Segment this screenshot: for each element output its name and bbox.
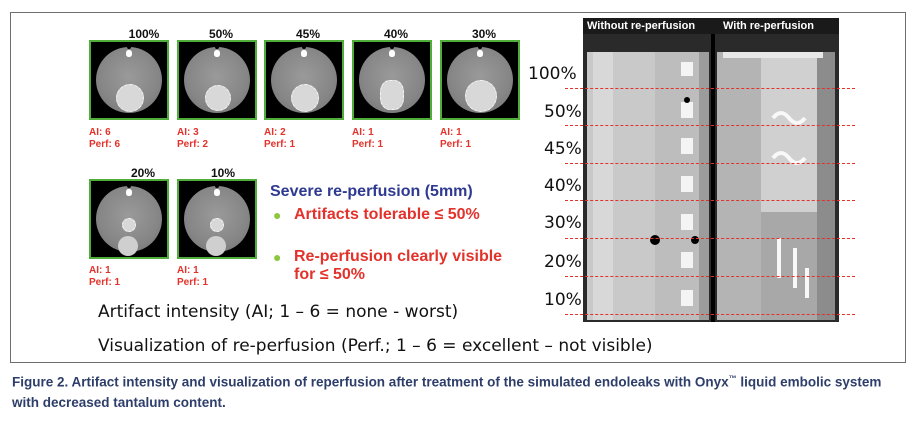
ct-slice bbox=[440, 40, 520, 120]
perfusion-icon bbox=[206, 236, 226, 256]
ct-slice bbox=[89, 179, 169, 259]
ai-score: AI: 2 bbox=[264, 127, 286, 138]
figure-caption: Figure 2. Artifact intensity and visuali… bbox=[12, 369, 892, 413]
ai-score: AI: 1 bbox=[352, 127, 374, 138]
guide-line bbox=[565, 314, 855, 315]
pct-label: 40% bbox=[383, 27, 409, 41]
ct-slice bbox=[177, 179, 257, 259]
scale-label: 20% bbox=[544, 252, 582, 272]
guide-line bbox=[565, 276, 855, 277]
scale-label: 50% bbox=[544, 102, 582, 122]
lumen-icon bbox=[210, 218, 224, 232]
scale-label: 45% bbox=[544, 139, 582, 159]
panel-header-with: With re-perfusion bbox=[723, 20, 814, 32]
marker-icon bbox=[301, 45, 307, 57]
guide-line bbox=[565, 238, 855, 239]
perf-score: Perf: 6 bbox=[89, 139, 121, 150]
guide-line bbox=[565, 200, 855, 201]
bullet-text: Artifacts tolerable ≤ 50% bbox=[294, 206, 480, 223]
marker-icon bbox=[126, 45, 132, 57]
scale-label: 100% bbox=[528, 64, 577, 84]
lumen-icon bbox=[380, 80, 404, 110]
bullet-text: Re-perfusion clearly visible for ≤ 50% bbox=[294, 248, 503, 283]
legend-perf: Visualization of re-perfusion (Perf.; 1 … bbox=[98, 336, 653, 356]
marker-icon bbox=[389, 45, 395, 57]
ai-score: AI: 3 bbox=[177, 127, 199, 138]
marker-icon bbox=[126, 184, 132, 196]
ct-slice bbox=[264, 40, 344, 120]
perf-score: Perf: 1 bbox=[89, 277, 121, 288]
trademark-mark: ™ bbox=[728, 374, 737, 383]
guide-line bbox=[565, 125, 855, 126]
caption-suffix: liquid embolic system with decreased tan… bbox=[12, 374, 882, 410]
perfusion-icon bbox=[118, 236, 138, 256]
scale-label: 10% bbox=[544, 290, 582, 310]
longitudinal-ct-panel: Without re-perfusion With re-perfusion bbox=[583, 18, 839, 322]
perf-score: Perf: 1 bbox=[352, 139, 384, 150]
ct-slice bbox=[177, 40, 257, 120]
pct-label: 10% bbox=[210, 166, 236, 180]
guide-line bbox=[565, 163, 855, 164]
bullet-dot-icon: ● bbox=[273, 207, 282, 223]
perf-score: Perf: 2 bbox=[177, 139, 209, 150]
perf-score: Perf: 1 bbox=[440, 139, 472, 150]
pct-label: 20% bbox=[130, 166, 156, 180]
scale-label: 30% bbox=[544, 213, 582, 233]
lumen-icon bbox=[465, 80, 497, 112]
lumen-icon bbox=[116, 84, 144, 112]
pct-label: 30% bbox=[471, 27, 497, 41]
scale-label: 40% bbox=[544, 176, 582, 196]
lumen-icon bbox=[205, 85, 231, 111]
ct-panel-image-icon bbox=[583, 34, 839, 322]
ai-score: AI: 1 bbox=[177, 265, 199, 276]
ai-score: AI: 6 bbox=[89, 127, 111, 138]
guide-line bbox=[565, 88, 855, 89]
marker-icon bbox=[477, 45, 483, 57]
lumen-icon bbox=[291, 84, 319, 112]
ct-slice bbox=[352, 40, 432, 120]
marker-icon bbox=[214, 184, 220, 196]
lumen-icon bbox=[122, 218, 136, 232]
pct-label: 50% bbox=[208, 27, 234, 41]
perf-score: Perf: 1 bbox=[177, 277, 209, 288]
pct-label: 100% bbox=[128, 27, 160, 41]
ai-score: AI: 1 bbox=[89, 265, 111, 276]
legend-ai: Artifact intensity (AI; 1 – 6 = none - w… bbox=[98, 302, 459, 322]
panel-header-without: Without re-perfusion bbox=[587, 20, 696, 32]
ai-score: AI: 1 bbox=[440, 127, 462, 138]
caption-prefix: Figure 2. Artifact intensity and visuali… bbox=[12, 374, 729, 390]
ct-slice bbox=[89, 40, 169, 120]
bullet-dot-icon: ● bbox=[273, 249, 282, 265]
pct-label: 45% bbox=[295, 27, 321, 41]
marker-icon bbox=[214, 45, 220, 57]
perf-score: Perf: 1 bbox=[264, 139, 296, 150]
summary-title: Severe re-perfusion (5mm) bbox=[270, 183, 473, 200]
